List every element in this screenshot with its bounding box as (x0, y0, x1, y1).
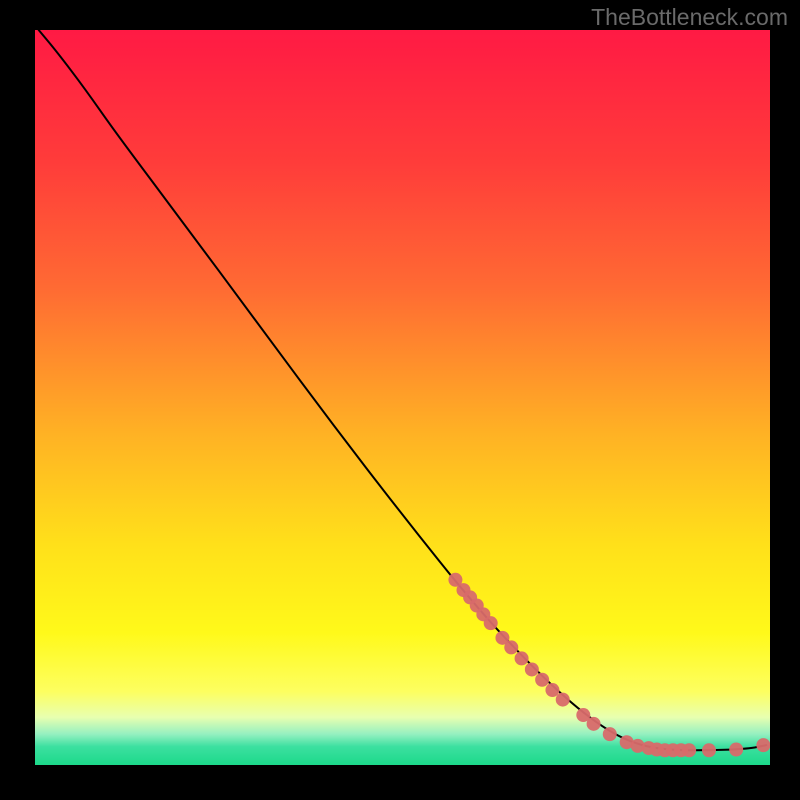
watermark-text: TheBottleneck.com (591, 4, 788, 31)
plot-area (35, 30, 770, 765)
gradient-background (35, 30, 770, 765)
